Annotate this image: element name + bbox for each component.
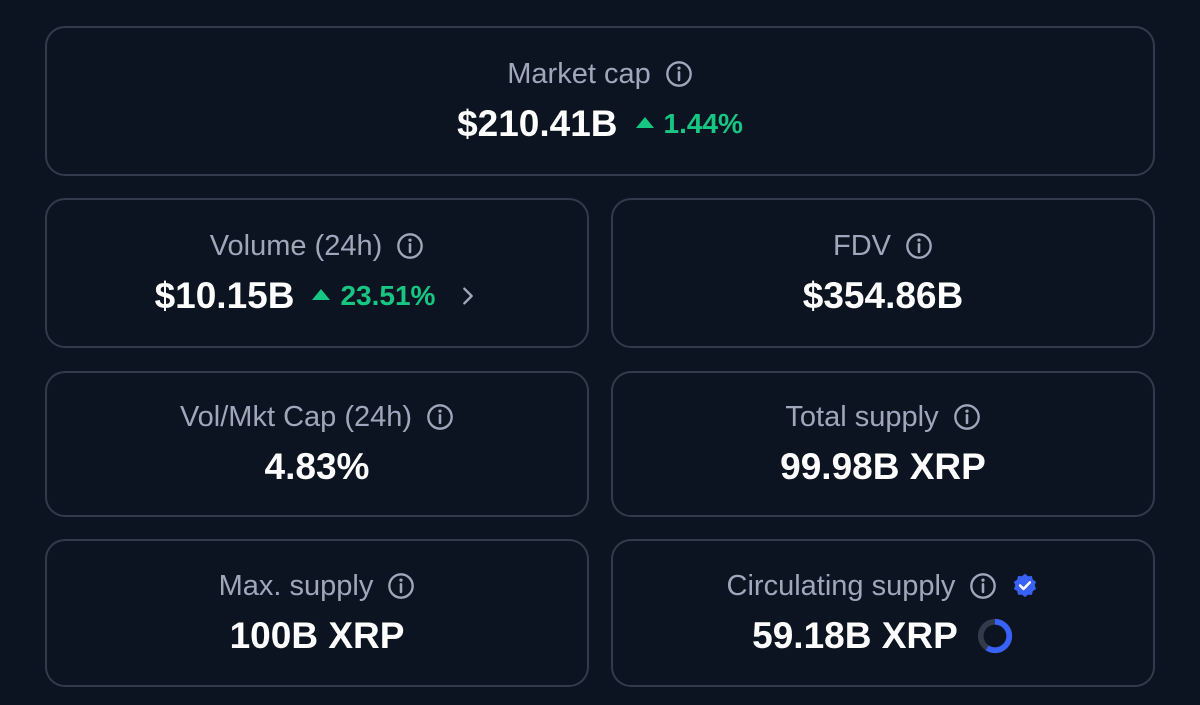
info-icon[interactable] [387, 572, 415, 600]
total-supply-value: 99.98B XRP [780, 446, 986, 487]
total-supply-card: Total supply 99.98B XRP [611, 371, 1155, 517]
max-supply-value: 100B XRP [229, 615, 405, 656]
total-supply-label: Total supply [785, 401, 939, 433]
max-supply-value-row: 100B XRP [230, 614, 405, 658]
circulating-supply-label-row: Circulating supply [727, 568, 1040, 604]
fdv-value: $354.86B [802, 275, 964, 316]
info-icon[interactable] [396, 232, 424, 260]
progress-ring-icon[interactable] [976, 617, 1014, 655]
fdv-label-row: FDV [833, 228, 933, 264]
circulating-supply-label: Circulating supply [726, 570, 956, 602]
market-cap-change-value: 1.44% [663, 108, 743, 139]
fdv-card: FDV $354.86B [611, 198, 1155, 348]
fdv-label: FDV [833, 230, 891, 262]
info-icon[interactable] [665, 60, 693, 88]
vol-mkt-cap-value: 4.83% [264, 446, 370, 487]
market-cap-value-row: $210.41B 1.44% [457, 102, 743, 146]
market-cap-label-row: Market cap [507, 56, 692, 92]
info-icon[interactable] [953, 403, 981, 431]
verified-badge-icon[interactable] [1011, 572, 1039, 600]
circulating-supply-card: Circulating supply 59.18B XRP [611, 539, 1155, 687]
vol-mkt-cap-label-row: Vol/Mkt Cap (24h) [180, 399, 454, 435]
volume-change-value: 23.51% [340, 280, 436, 311]
progress-ring-fill [977, 618, 1012, 654]
market-cap-card: Market cap $210.41B 1.44% [45, 26, 1155, 176]
vol-mkt-cap-card: Vol/Mkt Cap (24h) 4.83% [45, 371, 589, 517]
vol-mkt-cap-value-row: 4.83% [265, 445, 370, 489]
volume-change: 23.51% [312, 274, 435, 318]
market-cap-label: Market cap [507, 58, 651, 90]
volume-label: Volume (24h) [209, 230, 383, 262]
chevron-right-icon[interactable] [457, 285, 479, 307]
volume-value: $10.15B [154, 275, 295, 316]
volume-value-row: $10.15B 23.51% [155, 274, 480, 318]
fdv-value-row: $354.86B [803, 274, 963, 318]
info-icon[interactable] [969, 572, 997, 600]
total-supply-label-row: Total supply [785, 399, 980, 435]
info-icon[interactable] [426, 403, 454, 431]
volume-label-row: Volume (24h) [210, 228, 425, 264]
vol-mkt-cap-label: Vol/Mkt Cap (24h) [179, 401, 413, 433]
max-supply-card: Max. supply 100B XRP [45, 539, 589, 687]
circulating-supply-value-row: 59.18B XRP [752, 614, 1014, 658]
volume-card[interactable]: Volume (24h) $10.15B 23.51% [45, 198, 589, 348]
max-supply-label-row: Max. supply [219, 568, 416, 604]
info-icon[interactable] [905, 232, 933, 260]
circulating-supply-value: 59.18B XRP [752, 615, 958, 656]
triangle-up-icon [312, 289, 331, 300]
total-supply-value-row: 99.98B XRP [780, 445, 986, 489]
market-cap-change: 1.44% [635, 102, 743, 146]
triangle-up-icon [635, 117, 654, 128]
market-cap-value: $210.41B [457, 103, 618, 144]
max-supply-label: Max. supply [218, 570, 374, 602]
